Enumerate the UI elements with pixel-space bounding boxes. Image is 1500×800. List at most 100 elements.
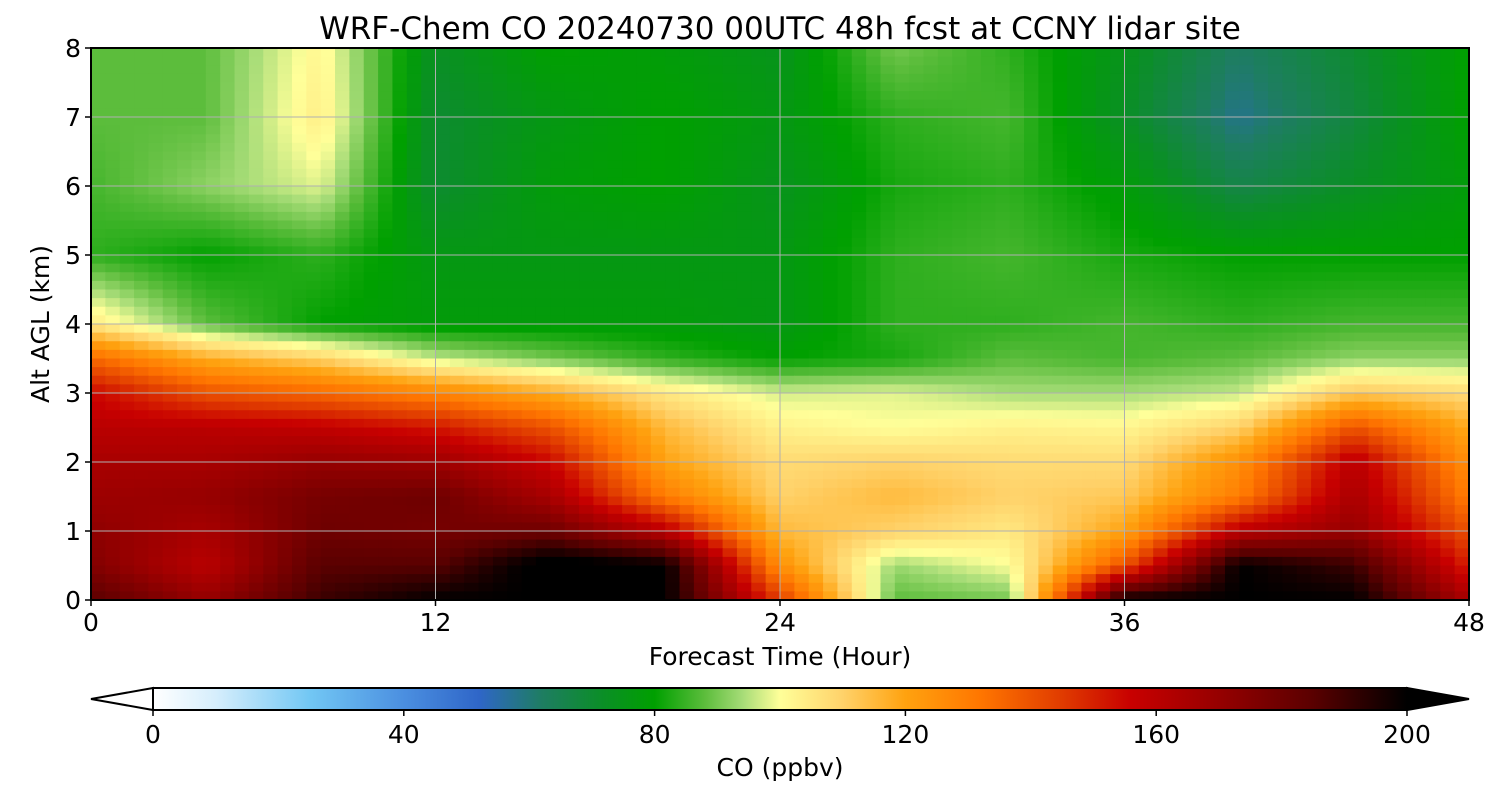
heat-cell — [823, 237, 839, 247]
heat-cell — [708, 375, 724, 385]
heat-cell — [421, 436, 437, 446]
heat-cell — [1368, 418, 1384, 429]
heat-cell — [780, 358, 795, 368]
heat-cell — [564, 160, 580, 170]
heat-cell — [808, 229, 824, 239]
heat-cell — [277, 444, 293, 454]
heat-cell — [134, 358, 150, 368]
heat-cell — [937, 306, 953, 316]
heat-cell — [708, 315, 724, 325]
heat-cell — [636, 384, 652, 394]
heat-cell — [693, 341, 709, 351]
heat-cell — [751, 82, 767, 92]
heat-cell — [851, 229, 867, 239]
heat-cell — [335, 117, 350, 127]
heat-cell — [406, 479, 422, 489]
heat-cell — [205, 367, 221, 377]
heat-cell — [492, 211, 508, 222]
heat-cell — [378, 160, 394, 170]
heat-cell — [894, 324, 910, 334]
heat-cell — [636, 91, 652, 101]
heat-cell — [736, 470, 752, 480]
heat-cell — [91, 349, 106, 360]
heat-cell — [378, 255, 394, 265]
heat-cell — [1397, 479, 1413, 489]
heat-cell — [1110, 280, 1126, 291]
heat-cell — [550, 393, 566, 403]
heat-cell — [794, 186, 810, 196]
heat-cell — [550, 246, 566, 256]
heat-cell — [1311, 82, 1327, 92]
heat-cell — [1268, 306, 1283, 316]
heat-cell — [622, 298, 638, 308]
heat-cell — [665, 272, 681, 282]
heat-cell — [708, 479, 724, 489]
heat-cell — [320, 375, 336, 385]
heat-cell — [765, 341, 781, 351]
heat-cell — [650, 444, 666, 454]
heat-cell — [622, 237, 638, 247]
heat-cell — [1038, 341, 1054, 351]
heat-cell — [1411, 246, 1427, 256]
heat-cell — [1095, 255, 1111, 265]
heat-cell — [1110, 358, 1126, 368]
heat-cell — [550, 211, 566, 222]
heat-cell — [1397, 315, 1413, 325]
heat-cell — [894, 358, 910, 368]
heat-cell — [995, 263, 1011, 273]
heat-cell — [1411, 255, 1427, 265]
heat-cell — [1009, 280, 1025, 291]
heat-cell — [435, 462, 451, 472]
heat-cell — [1239, 272, 1255, 282]
heat-cell — [335, 393, 350, 403]
heat-cell — [1110, 160, 1126, 170]
heat-cell — [937, 177, 953, 187]
heat-cell — [1239, 99, 1255, 109]
heat-cell — [1024, 358, 1039, 368]
heat-cell — [966, 177, 982, 187]
heat-cell — [205, 453, 221, 463]
heat-cell — [851, 125, 867, 135]
heat-cell — [751, 427, 767, 437]
heat-cell — [1067, 82, 1083, 92]
heat-cell — [794, 56, 810, 66]
heat-cell — [851, 479, 867, 489]
heat-cell — [363, 349, 379, 360]
heat-cell — [535, 367, 551, 377]
heat-cell — [722, 272, 738, 282]
heat-cell — [1411, 48, 1427, 58]
heat-cell — [579, 487, 594, 498]
heat-cell — [966, 453, 982, 463]
heat-cell — [966, 324, 982, 334]
heat-cell — [1440, 177, 1456, 187]
heat-cell — [923, 117, 939, 127]
heat-cell — [1411, 220, 1427, 230]
heat-cell — [1425, 315, 1441, 325]
heat-cell — [1067, 401, 1083, 411]
heat-cell — [535, 151, 551, 161]
heat-cell — [349, 410, 365, 420]
heat-cell — [1224, 82, 1240, 92]
heat-cell — [1382, 418, 1398, 429]
heat-cell — [1282, 289, 1298, 299]
heat-cell — [1268, 487, 1283, 498]
heat-cell — [722, 108, 738, 118]
heat-cell — [1196, 48, 1212, 58]
heat-cell — [1296, 91, 1312, 101]
heat-cell — [794, 384, 810, 394]
heat-cell — [579, 186, 594, 196]
heat-cell — [1354, 349, 1370, 360]
heat-cell — [937, 332, 953, 342]
heat-cell — [966, 427, 982, 437]
heat-cell — [177, 306, 193, 316]
heat-cell — [1325, 160, 1341, 170]
heat-cell — [1425, 487, 1441, 498]
heat-cell — [1038, 73, 1054, 84]
heat-cell — [1138, 91, 1154, 101]
heat-cell — [1067, 220, 1083, 230]
heat-cell — [995, 272, 1011, 282]
heat-cell — [162, 142, 178, 153]
heat-cell — [650, 427, 666, 437]
heat-cell — [1325, 358, 1341, 368]
heat-cell — [492, 393, 508, 403]
